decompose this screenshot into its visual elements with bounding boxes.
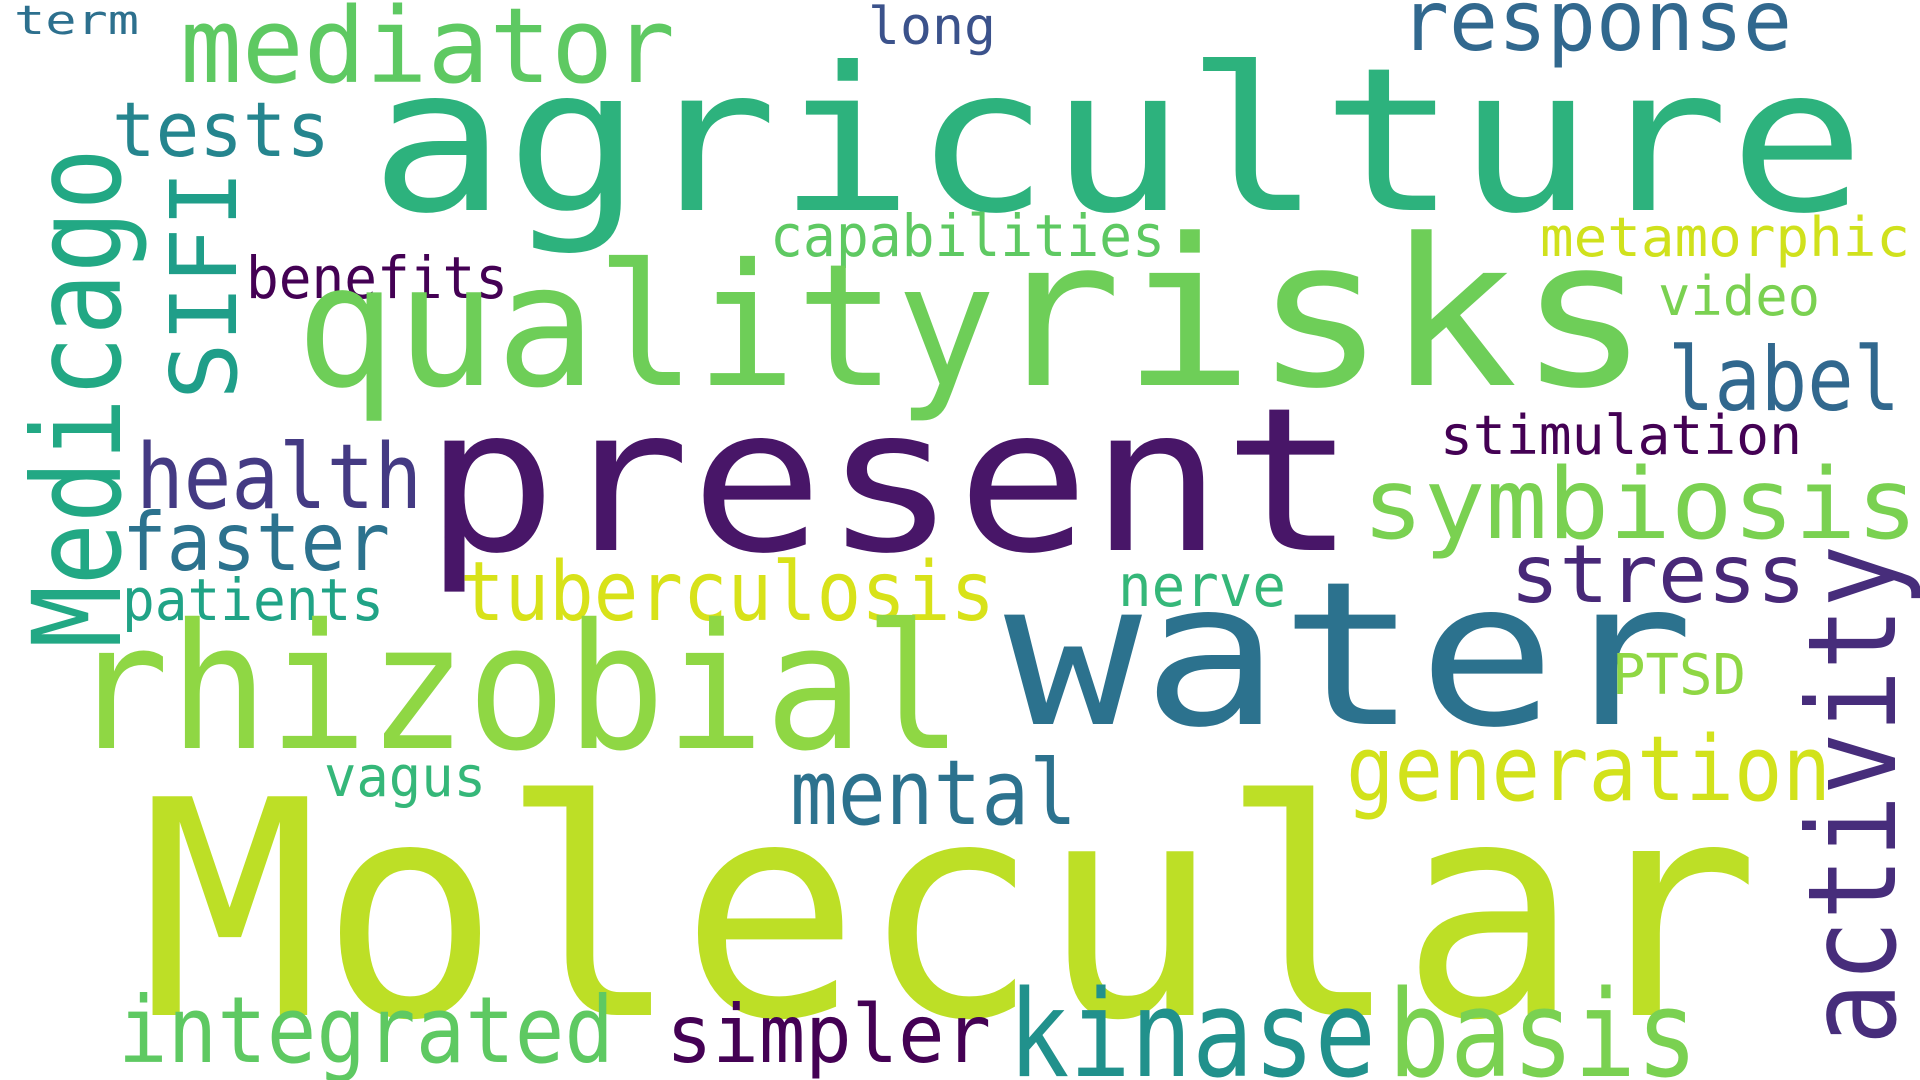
word-generation: generation xyxy=(1346,717,1831,822)
word-term: term xyxy=(14,0,139,44)
word-ptsd: PTSD xyxy=(1612,643,1746,708)
word-response: response xyxy=(1400,0,1792,70)
word-water: water xyxy=(1004,539,1694,772)
word-stress: stress xyxy=(1510,528,1806,621)
word-agriculture: agriculture xyxy=(370,25,1865,258)
word-molecular: Molecular xyxy=(140,737,1760,1080)
word-metamorphic: metamorphic xyxy=(1540,206,1910,269)
word-activity: activity xyxy=(1782,545,1920,1045)
word-basis: basis xyxy=(1388,966,1698,1080)
word-health: health xyxy=(136,425,422,530)
word-stimulation: stimulation xyxy=(1440,404,1802,467)
word-quality: quality xyxy=(296,228,996,426)
word-medicago: Medicago xyxy=(7,148,149,648)
word-video: video xyxy=(1658,265,1820,328)
word-rhizobial: rhizobial xyxy=(70,587,963,790)
word-symbiosis: symbiosis xyxy=(1362,448,1918,562)
word-integrated: integrated xyxy=(118,977,614,1080)
word-sifi: SIFI xyxy=(151,170,258,400)
word-risks: risks xyxy=(990,196,1650,434)
word-vagus: vagus xyxy=(324,745,486,810)
word-benefits: benefits xyxy=(246,244,508,312)
word-tuberculosis: tuberculosis xyxy=(460,545,995,640)
word-tests: tests xyxy=(112,85,330,174)
word-nerve: nerve xyxy=(1118,552,1286,620)
word-long: long xyxy=(868,0,996,57)
word-faster: faster xyxy=(122,496,390,589)
word-kinase: kinase xyxy=(1008,966,1376,1080)
word-mental: mental xyxy=(790,741,1077,846)
word-simpler: simpler xyxy=(666,988,991,1080)
word-mediator: mediator xyxy=(180,0,675,107)
word-capabilities: capabilities xyxy=(770,202,1165,270)
word-present: present xyxy=(424,365,1356,598)
word-patients: patients xyxy=(122,566,384,634)
word-label: label xyxy=(1668,328,1900,431)
